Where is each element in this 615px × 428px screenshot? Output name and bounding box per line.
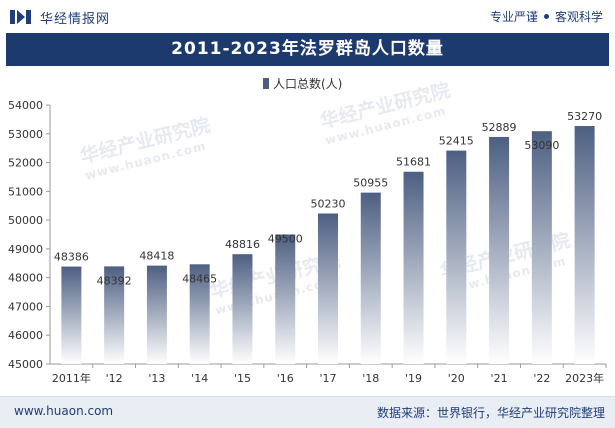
tagline-left: 专业严谨 xyxy=(489,10,538,24)
y-tick-label: 50000 xyxy=(8,214,43,227)
y-tick-label: 49000 xyxy=(8,243,43,256)
data-label: 52415 xyxy=(439,135,474,148)
bar xyxy=(189,264,210,364)
y-tick-label: 52000 xyxy=(8,157,43,170)
data-label: 50230 xyxy=(311,197,346,210)
bar xyxy=(403,171,424,364)
bar-chart: 人口总数(人) 45000 46000 47000 48000 49000 50000 510… xyxy=(8,76,607,385)
data-source: 数据来源：世界银行，华经产业研究院整理 xyxy=(376,406,605,420)
data-label: 51681 xyxy=(396,156,431,169)
x-tick-label: '17 xyxy=(319,372,336,385)
data-label: 48392 xyxy=(97,274,132,287)
bar xyxy=(574,126,595,364)
chart-area: 华经产业研究院 www.huaon.com 华经产业研究院 www.huaon.co… xyxy=(0,66,615,396)
bar xyxy=(360,192,381,364)
legend-swatch xyxy=(263,78,269,89)
data-label: 49500 xyxy=(268,233,303,246)
top-bar: 华经情报网 专业严谨 客观科学 xyxy=(0,0,615,32)
y-tick-label: 45000 xyxy=(8,358,43,371)
x-tick-label: '22 xyxy=(533,372,550,385)
bar xyxy=(232,254,253,364)
bar xyxy=(104,266,125,364)
data-label: 48816 xyxy=(225,238,260,251)
data-label: 53090 xyxy=(524,139,559,152)
bar xyxy=(318,213,338,364)
bar xyxy=(61,266,82,364)
y-tick-label: 53000 xyxy=(8,128,43,141)
y-tick-label: 48000 xyxy=(8,272,43,285)
logo-icon xyxy=(10,10,31,24)
tagline-right: 客观科学 xyxy=(554,10,603,24)
legend-label: 人口总数(人) xyxy=(273,76,342,91)
brand-name: 华经情报网 xyxy=(40,12,111,27)
data-label: 52889 xyxy=(482,121,517,134)
chart-title: 2011-2023年法罗群岛人口数量 xyxy=(6,33,609,66)
bar xyxy=(489,136,510,364)
x-tick-label: '21 xyxy=(491,372,508,385)
x-tick-label: '12 xyxy=(106,372,123,385)
x-tick-label: '19 xyxy=(405,372,422,385)
data-label: 53270 xyxy=(567,110,602,123)
footer: www.huaon.com 数据来源：世界银行，华经产业研究院整理 xyxy=(0,396,615,428)
data-label: 48418 xyxy=(139,250,174,263)
bar xyxy=(146,265,167,364)
y-tick-label: 46000 xyxy=(8,329,43,342)
bar xyxy=(446,150,467,364)
x-tick-label: '16 xyxy=(277,372,294,385)
x-tick-label: 2011年 xyxy=(52,371,91,385)
separator-dot-icon xyxy=(543,14,549,19)
footer-website: www.huaon.com xyxy=(14,404,114,418)
x-tick-label: '14 xyxy=(191,372,208,385)
data-label: 48386 xyxy=(54,251,89,264)
x-tick-label: '13 xyxy=(148,372,165,385)
x-tick-label: '20 xyxy=(448,372,465,385)
tagline: 专业严谨 客观科学 xyxy=(490,8,603,25)
x-tick-label: '18 xyxy=(362,372,379,385)
bar xyxy=(531,131,552,364)
data-label: 50955 xyxy=(353,177,388,190)
y-tick-label: 47000 xyxy=(8,300,43,313)
x-tick-label: 2023年 xyxy=(565,371,604,385)
y-tick-label: 51000 xyxy=(8,185,43,198)
bar xyxy=(275,234,296,364)
x-tick-label: '15 xyxy=(234,372,251,385)
y-tick-label: 54000 xyxy=(8,99,43,112)
data-label: 48465 xyxy=(182,272,217,285)
